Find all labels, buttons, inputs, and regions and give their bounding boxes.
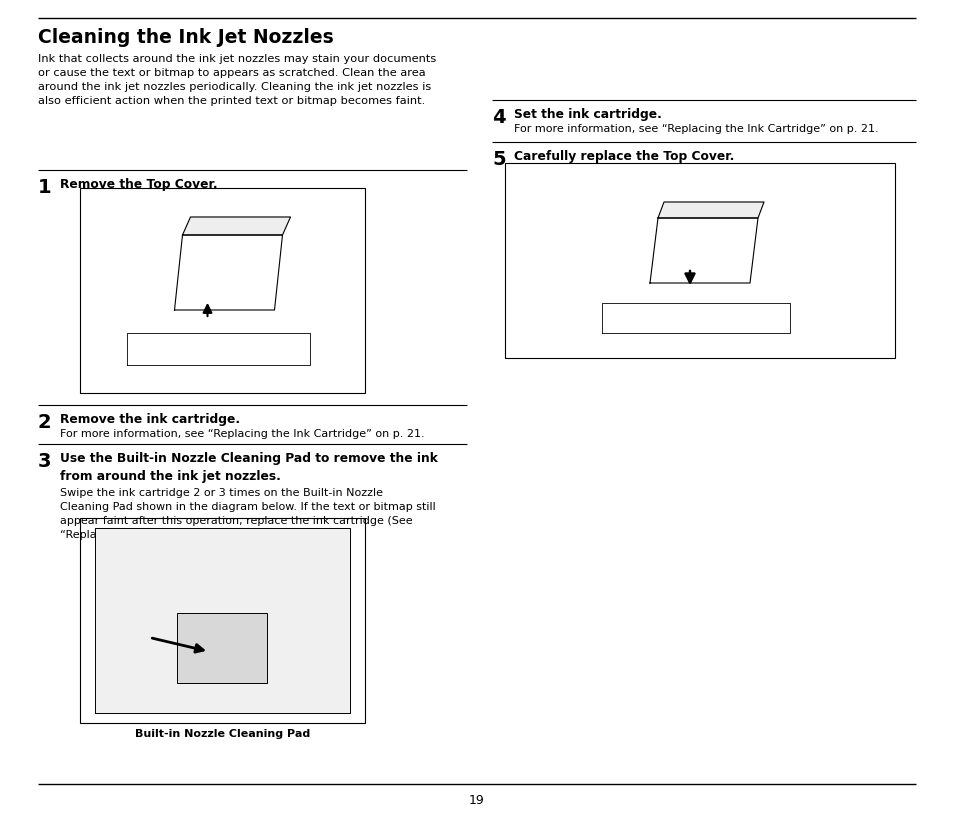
Text: For more information, see “Replacing the Ink Cartridge” on p. 21.: For more information, see “Replacing the… [60,429,424,439]
Text: Set the ink cartridge.: Set the ink cartridge. [514,108,661,121]
Text: 5: 5 [492,150,505,169]
Bar [504,163,894,358]
Bar [80,188,365,393]
Text: Cleaning the Ink Jet Nozzles: Cleaning the Ink Jet Nozzles [38,28,334,47]
Text: Remove the Top Cover.: Remove the Top Cover. [60,178,217,191]
Polygon shape [182,217,291,235]
Polygon shape [658,202,763,218]
Polygon shape [95,528,350,713]
Text: Use the Built-in Nozzle Cleaning Pad to remove the ink
from around the ink jet n: Use the Built-in Nozzle Cleaning Pad to … [60,452,437,483]
Text: 1: 1 [38,178,51,197]
Text: Swipe the ink cartridge 2 or 3 times on the Built-in Nozzle
Cleaning Pad shown i: Swipe the ink cartridge 2 or 3 times on … [60,488,436,540]
Text: Remove the ink cartridge.: Remove the ink cartridge. [60,413,240,426]
Text: 4: 4 [492,108,505,127]
Polygon shape [601,303,789,333]
Text: Built-in Nozzle Cleaning Pad: Built-in Nozzle Cleaning Pad [134,729,310,739]
Text: Ink that collects around the ink jet nozzles may stain your documents
or cause t: Ink that collects around the ink jet noz… [38,54,436,106]
Text: 3: 3 [38,452,51,471]
Text: 2: 2 [38,413,51,432]
Bar [80,518,365,723]
Bar [177,613,267,683]
Polygon shape [128,333,310,365]
Text: For more information, see “Replacing the Ink Cartridge” on p. 21.: For more information, see “Replacing the… [514,124,878,134]
Polygon shape [174,235,282,310]
Text: Carefully replace the Top Cover.: Carefully replace the Top Cover. [514,150,734,163]
Polygon shape [649,218,758,283]
Text: 19: 19 [469,794,484,807]
